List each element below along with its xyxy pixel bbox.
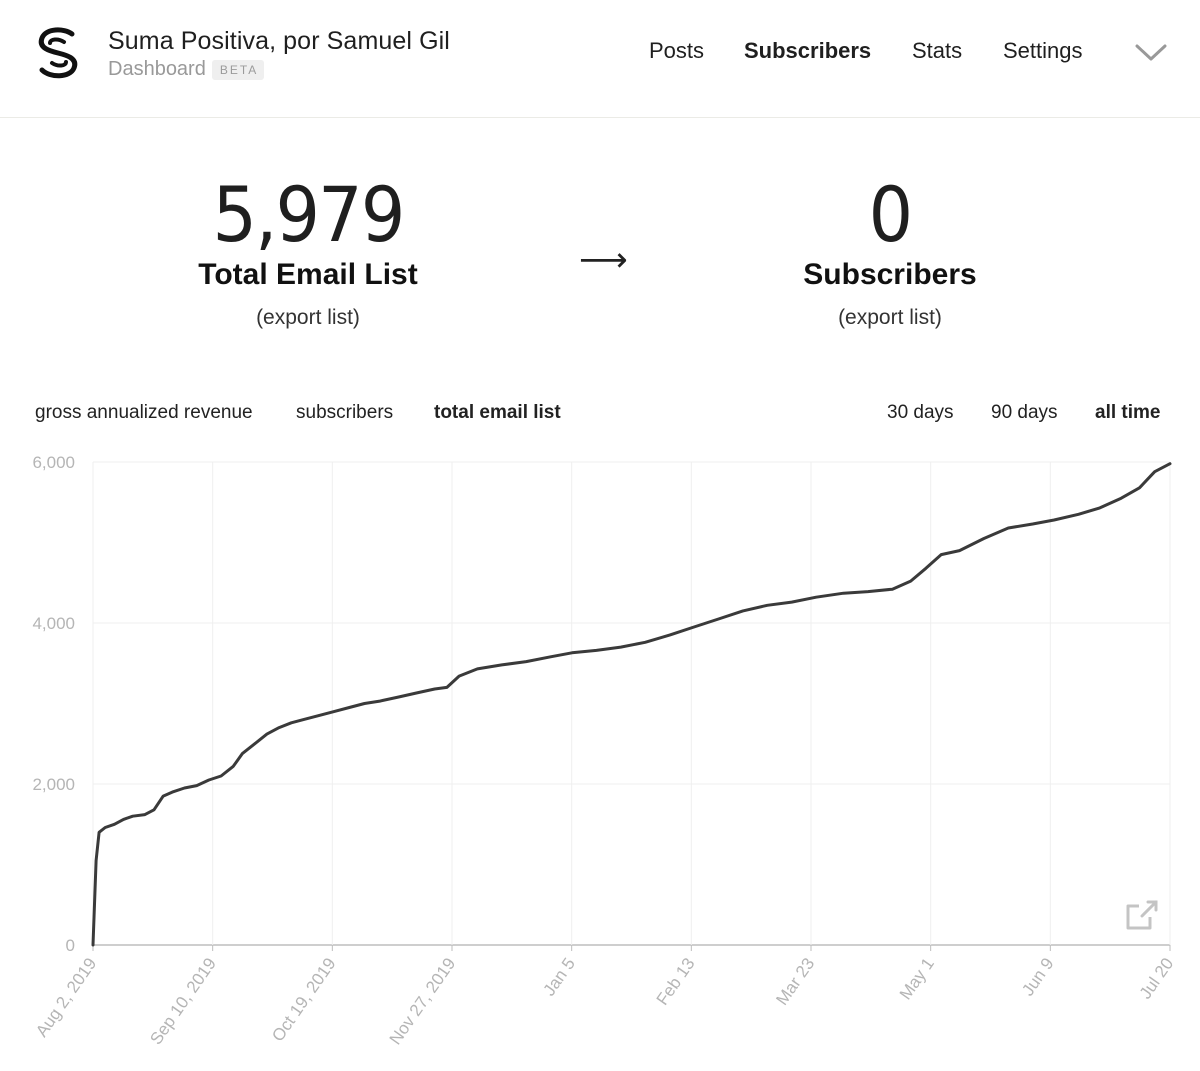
x-tick-label: Jul 20 (1136, 954, 1178, 1002)
beta-badge: BETA (211, 59, 265, 80)
main-nav: Posts Subscribers Stats Settings (0, 38, 1200, 72)
export-subscribers-link[interactable]: (export list) (838, 306, 942, 329)
total-email-label: Total Email List (198, 258, 418, 291)
nav-settings[interactable]: Settings (1003, 38, 1083, 63)
subscriber-count: 0 (868, 170, 913, 259)
site-title[interactable]: Suma Positiva, por Samuel Gil (108, 27, 450, 55)
y-tick-label: 4,000 (32, 614, 75, 633)
arrow-icon: ⟶ (579, 241, 628, 279)
x-tick-label: Jan 5 (540, 954, 579, 999)
chevron-down-icon[interactable] (1134, 42, 1168, 62)
x-tick-label: May 1 (896, 954, 938, 1003)
tab-gross-annualized-revenue[interactable]: gross annualized revenue (35, 402, 253, 423)
tab-total-email-list[interactable]: total email list (434, 402, 561, 423)
export-total-link[interactable]: (export list) (256, 306, 360, 329)
x-tick-label: Aug 2, 2019 (32, 954, 100, 1040)
nav-stats[interactable]: Stats (912, 38, 963, 63)
dashboard-label: Dashboard (108, 58, 206, 80)
dashboard-subtitle: Dashboard BETA (108, 58, 265, 81)
range-30-days[interactable]: 30 days (887, 402, 954, 423)
x-axis: Aug 2, 2019 Sep 10, 2019 Oct 19, 2019 Nov 2… (32, 945, 1177, 1048)
total-email-list-chart: 0 2,000 4,000 6,000 Aug 2, 2019 Sep 10, 2019… (32, 453, 1177, 1048)
total-email-count: 5,979 (212, 170, 406, 259)
top-header: Suma Positiva, por Samuel Gil Dashboard … (0, 0, 1200, 118)
range-90-days[interactable]: 90 days (991, 402, 1058, 423)
substack-s-logo-icon[interactable] (34, 26, 82, 80)
x-tick-label: Jun 9 (1018, 954, 1057, 999)
y-tick-label: 6,000 (32, 453, 75, 472)
subscribers-label: Subscribers (803, 258, 977, 291)
series-line (91, 462, 1172, 947)
chart-grid (92, 461, 1171, 946)
range-all-time[interactable]: all time (1095, 402, 1161, 423)
y-axis: 0 2,000 4,000 6,000 (32, 453, 75, 955)
external-link-icon[interactable] (1126, 900, 1158, 930)
x-tick-label: Sep 10, 2019 (146, 954, 220, 1048)
x-tick-label: Mar 23 (772, 954, 818, 1008)
x-tick-label: Oct 19, 2019 (268, 954, 339, 1045)
x-tick-label: Feb 13 (653, 954, 699, 1008)
x-tick-label: Nov 27, 2019 (386, 954, 460, 1048)
tab-subscribers[interactable]: subscribers (296, 402, 394, 423)
y-tick-label: 2,000 (32, 775, 75, 794)
nav-posts[interactable]: Posts (649, 38, 705, 63)
y-tick-label: 0 (66, 936, 75, 955)
nav-subscribers[interactable]: Subscribers (744, 38, 872, 63)
